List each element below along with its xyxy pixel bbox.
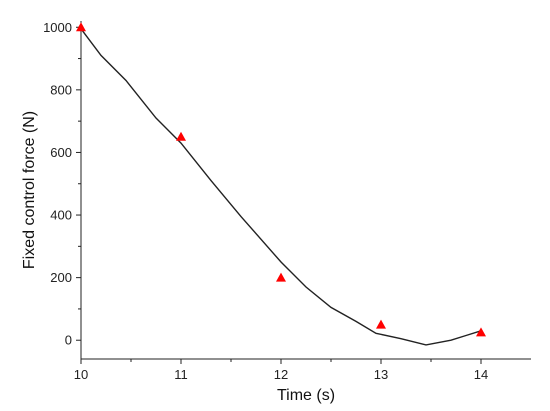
data-point-triangle	[376, 319, 386, 329]
y-tick-label: 600	[50, 145, 72, 160]
y-tick-label: 0	[65, 333, 72, 348]
x-tick-label: 12	[274, 367, 288, 382]
y-tick-label: 800	[50, 82, 72, 97]
y-tick-label: 1000	[43, 20, 72, 35]
data-point-triangle	[76, 22, 86, 32]
x-tick-label: 10	[74, 367, 88, 382]
data-point-triangle	[476, 327, 486, 337]
x-tick-label: 14	[474, 367, 488, 382]
series-line	[80, 28, 482, 346]
x-tick-label: 13	[374, 367, 388, 382]
plot-area	[76, 22, 486, 346]
y-tick-label: 400	[50, 208, 72, 223]
x-tick-label: 11	[174, 367, 188, 382]
y-axis-title: Fixed control force (N)	[21, 111, 38, 269]
data-point-triangle	[276, 272, 286, 282]
y-tick-label: 200	[50, 270, 72, 285]
axes: 10 11 12 13 14 0 200 400 600 800 1000	[43, 20, 531, 382]
x-axis-title: Time (s)	[277, 387, 335, 404]
data-point-triangle	[176, 131, 186, 141]
